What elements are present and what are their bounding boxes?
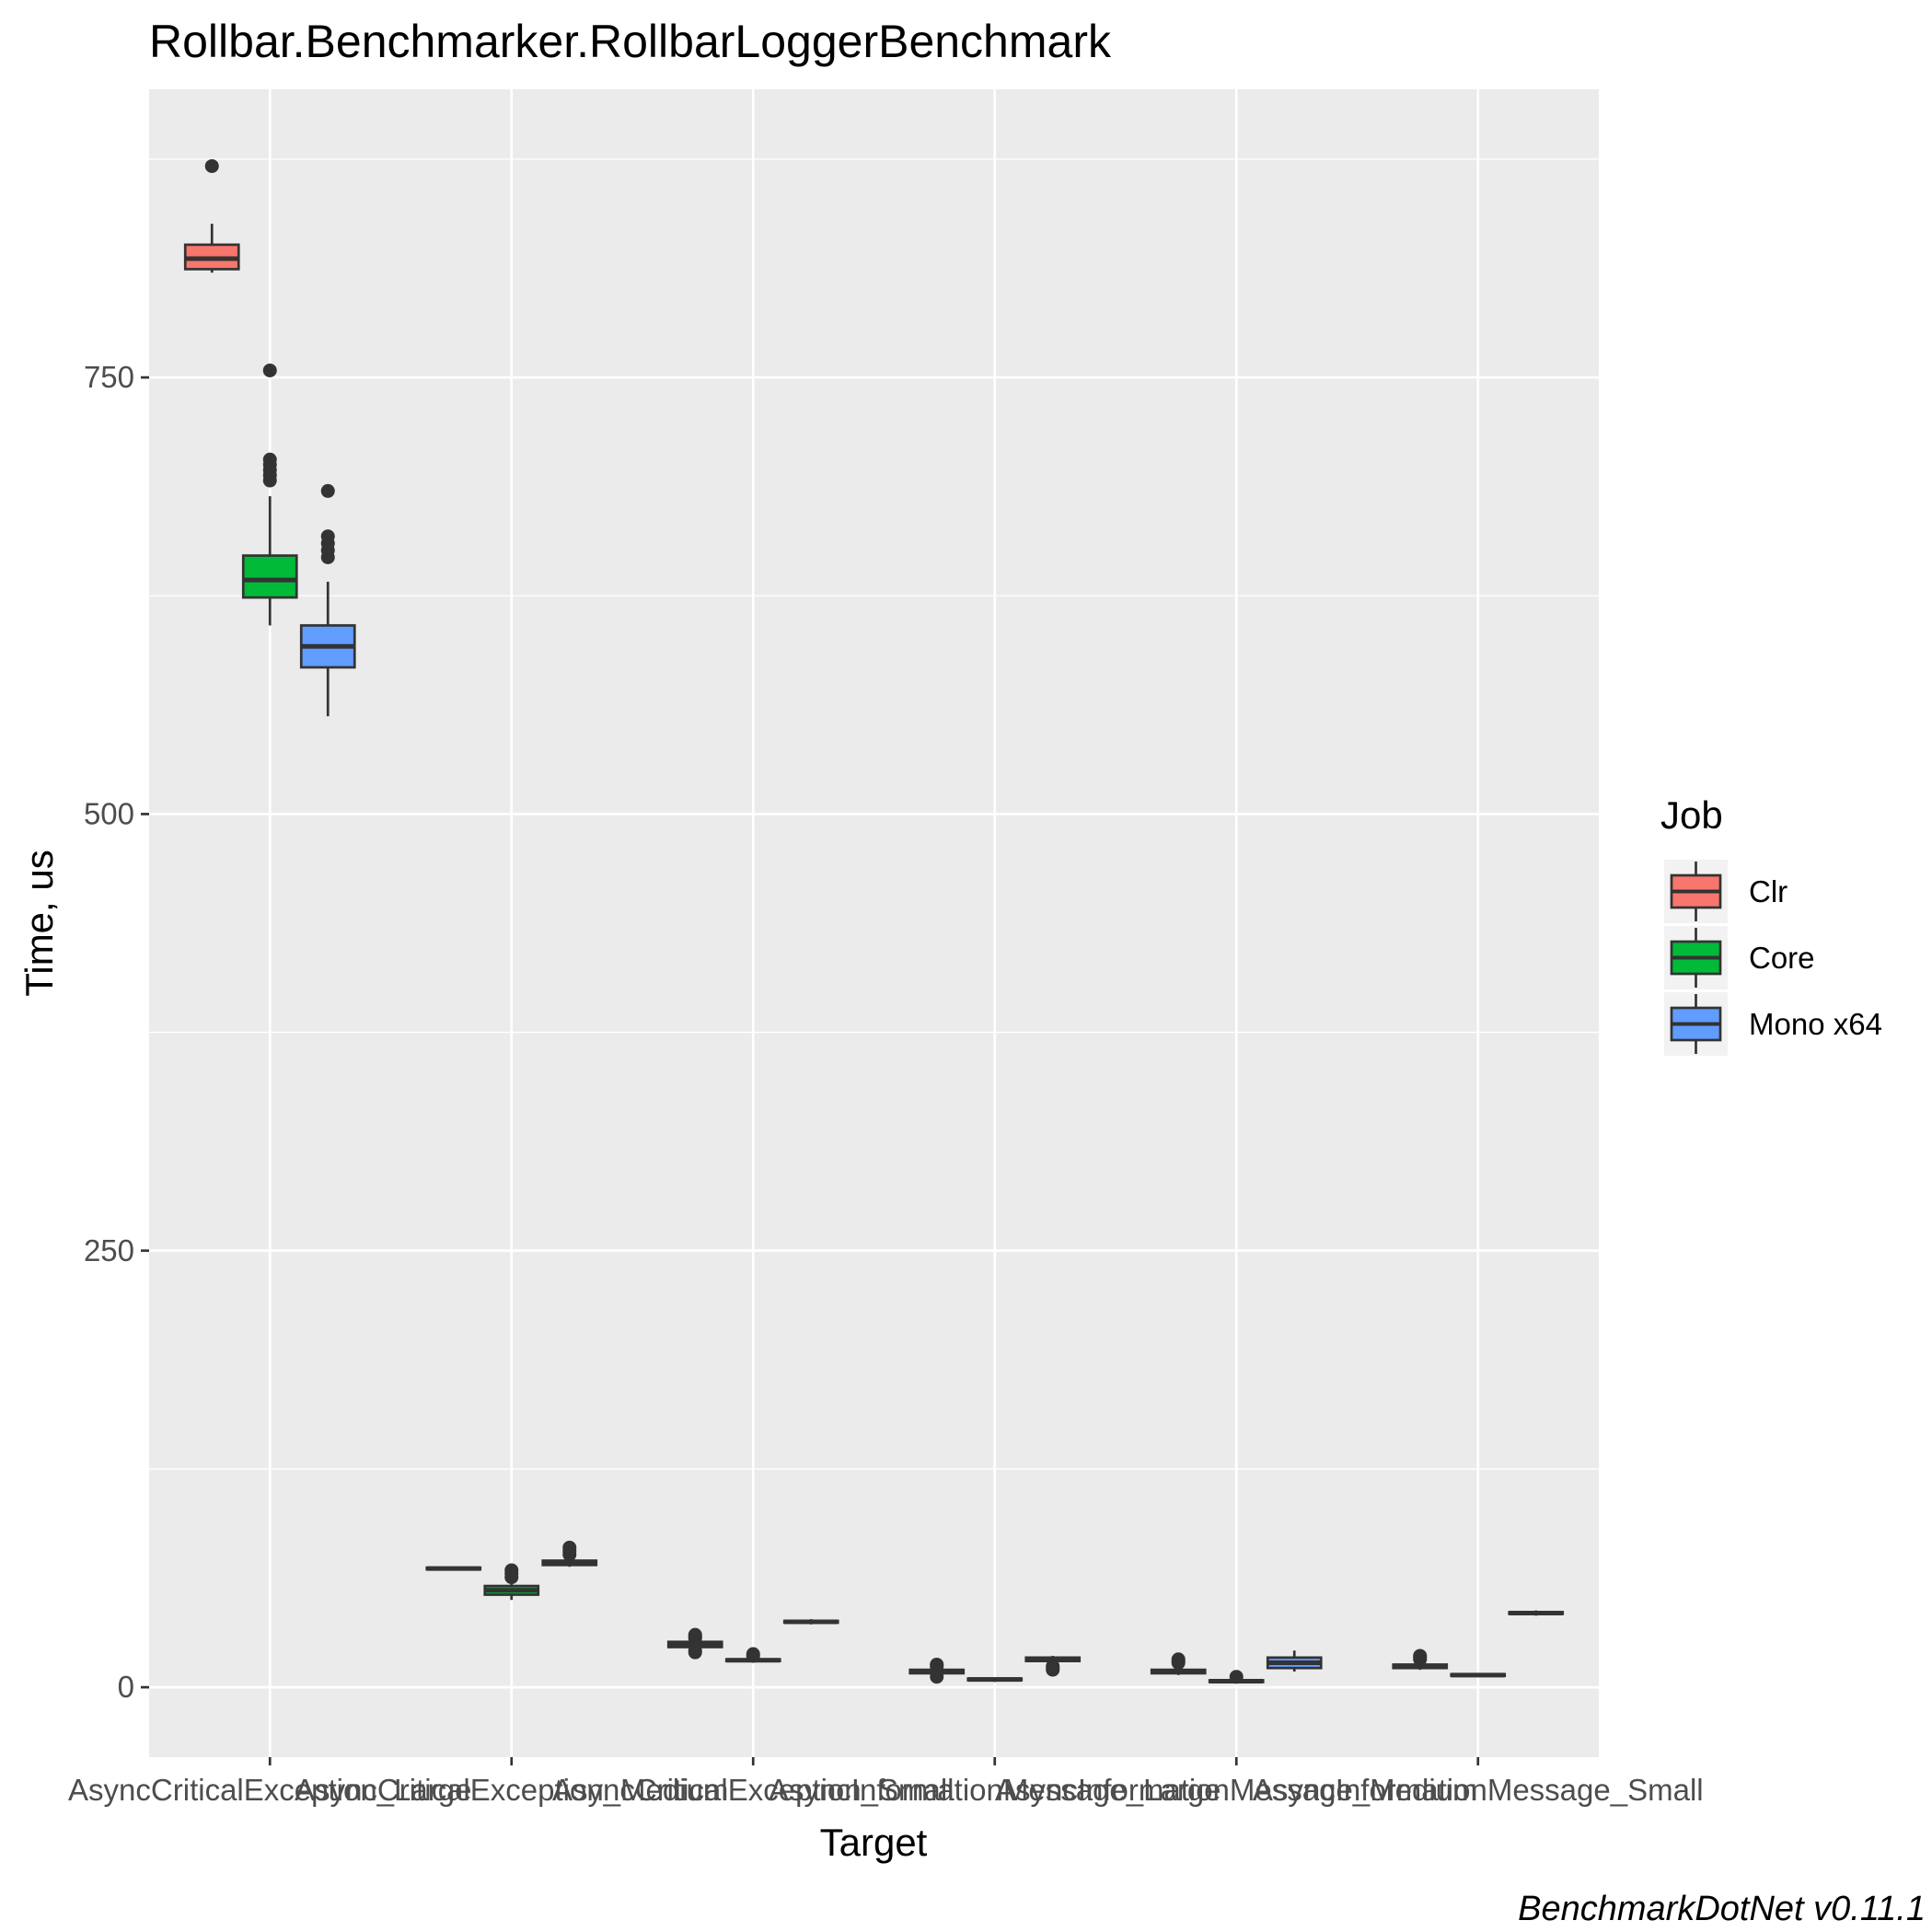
- outlier-point: [746, 1647, 760, 1661]
- box-clr: [1150, 1652, 1207, 1675]
- outlier-point: [1171, 1652, 1186, 1667]
- outlier-point: [262, 363, 277, 377]
- plot-panel: [149, 89, 1599, 1757]
- y-axis-title: Time, us: [17, 850, 61, 996]
- box-clr: [908, 1657, 966, 1684]
- legend-label-mono-x64: Mono x64: [1749, 1007, 1882, 1041]
- y-tick-label: 250: [84, 1233, 134, 1267]
- box-clr: [666, 1627, 723, 1660]
- outlier-point: [320, 529, 335, 544]
- box-core: [1208, 1670, 1265, 1684]
- box-core: [241, 363, 298, 626]
- outlier-point: [320, 483, 335, 498]
- outlier-point: [930, 1657, 944, 1672]
- outlier-point: [504, 1563, 519, 1578]
- x-tick-label: AsyncCriticalException_Large: [68, 1773, 471, 1807]
- outlier-point: [262, 452, 277, 467]
- box-core: [483, 1563, 540, 1601]
- chart-title: Rollbar.Benchmarker.RollbarLoggerBenchma…: [149, 16, 1112, 67]
- legend: Job Clr Core Mono x64: [1660, 793, 1882, 1056]
- minor-gridlines: [149, 158, 1599, 1470]
- box-body: [241, 554, 298, 599]
- box-mono-x64: [541, 1540, 598, 1568]
- box-clr: [183, 158, 240, 273]
- x-tick-label: AsyncCriticalException_Small: [552, 1773, 954, 1807]
- outlier-point: [562, 1540, 577, 1555]
- x-tick-label: AsyncInformationMessage_Small: [1253, 1773, 1704, 1807]
- y-tick-label: 750: [84, 360, 134, 394]
- y-axis: 0 250 500 750: [84, 360, 149, 1704]
- y-tick-label: 500: [84, 796, 134, 830]
- outlier-point: [688, 1643, 702, 1658]
- legend-label-clr: Clr: [1749, 874, 1787, 908]
- chart-caption: BenchmarkDotNet v0.11.1: [1518, 1890, 1926, 1928]
- box-mono-x64: [299, 483, 356, 717]
- x-tick-label: AsyncCriticalException_Medium: [295, 1773, 728, 1807]
- x-tick-label: AsyncInformationMessage_Medium: [995, 1773, 1478, 1807]
- box-core: [724, 1647, 781, 1663]
- x-axis: AsyncCriticalException_LargeAsyncCritica…: [68, 1757, 1704, 1807]
- box-mono-x64: [1508, 1610, 1565, 1616]
- box-clr: [425, 1566, 482, 1571]
- box-core: [966, 1677, 1024, 1683]
- box-core: [1450, 1672, 1507, 1678]
- outlier-point: [1413, 1649, 1428, 1663]
- outlier-point: [688, 1627, 702, 1642]
- legend-label-core: Core: [1749, 941, 1815, 975]
- outlier-point: [930, 1670, 944, 1684]
- legend-title: Job: [1660, 793, 1723, 837]
- outlier-point: [1046, 1659, 1060, 1673]
- box-mono-x64: [782, 1619, 839, 1625]
- x-axis-title: Target: [820, 1821, 928, 1864]
- y-tick-label: 0: [118, 1670, 134, 1704]
- box-mono-x64: [1266, 1650, 1323, 1672]
- x-tick-label: AsyncInformationMessage_Large: [769, 1773, 1221, 1807]
- box-clr: [1392, 1649, 1449, 1671]
- box-layer: [183, 158, 1565, 1684]
- outlier-point: [1229, 1670, 1244, 1684]
- outlier-point: [204, 158, 219, 173]
- box-mono-x64: [1024, 1655, 1082, 1677]
- major-gridlines: [149, 89, 1599, 1757]
